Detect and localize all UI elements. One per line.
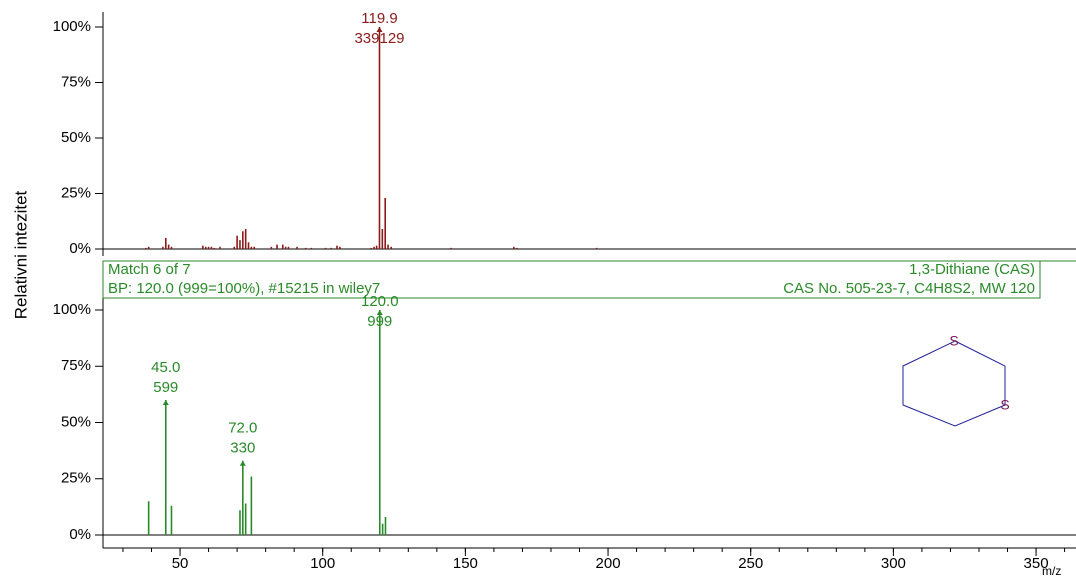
y-tick-label: 100% bbox=[53, 301, 91, 318]
x-tick-label: 250 bbox=[738, 555, 763, 572]
peak-count: 339129 bbox=[354, 30, 404, 47]
y-tick-label: 0% bbox=[69, 240, 91, 257]
compound-info: CAS No. 505-23-7, C4H8S2, MW 120 bbox=[783, 280, 1035, 297]
peak-count: 599 bbox=[153, 379, 178, 396]
peak-arrow bbox=[376, 310, 383, 315]
y-tick-label: 75% bbox=[61, 357, 91, 374]
y-axis-label: Relativni intezitet bbox=[11, 190, 30, 319]
peak-mz: 120.0 bbox=[361, 293, 399, 310]
y-tick-label: 25% bbox=[61, 470, 91, 487]
peak-count: 330 bbox=[230, 440, 255, 457]
peak-arrow bbox=[162, 400, 169, 405]
x-tick-label: 100 bbox=[310, 555, 335, 572]
x-tick-label: 200 bbox=[596, 555, 621, 572]
peak-arrow bbox=[376, 27, 383, 32]
peak-arrow bbox=[239, 460, 246, 466]
peak-mz: 45.0 bbox=[151, 359, 180, 376]
x-tick-label: 300 bbox=[881, 555, 906, 572]
base-peak-text: BP: 120.0 (999=100%), #15215 in wiley7 bbox=[108, 280, 380, 297]
ring bbox=[902, 340, 1006, 427]
atom-label: S bbox=[1000, 397, 1009, 413]
peak-count: 999 bbox=[367, 313, 392, 330]
x-tick-label: 50 bbox=[172, 555, 189, 572]
compound-name: 1,3-Dithiane (CAS) bbox=[909, 261, 1035, 278]
match-text: Match 6 of 7 bbox=[108, 261, 191, 278]
y-tick-label: 25% bbox=[61, 184, 91, 201]
y-tick-label: 100% bbox=[53, 18, 91, 35]
y-tick-label: 75% bbox=[61, 73, 91, 90]
x-tick-label: 350 bbox=[1024, 555, 1049, 572]
y-tick-label: 50% bbox=[61, 413, 91, 430]
peak-mz: 119.9 bbox=[361, 10, 397, 27]
y-tick-label: 0% bbox=[69, 526, 91, 543]
x-tick-label: 150 bbox=[453, 555, 478, 572]
atom-label: S bbox=[949, 333, 958, 349]
peak-mz: 72.0 bbox=[228, 420, 257, 437]
x-axis-label: m/z bbox=[1042, 564, 1061, 576]
y-tick-label: 50% bbox=[61, 129, 91, 146]
